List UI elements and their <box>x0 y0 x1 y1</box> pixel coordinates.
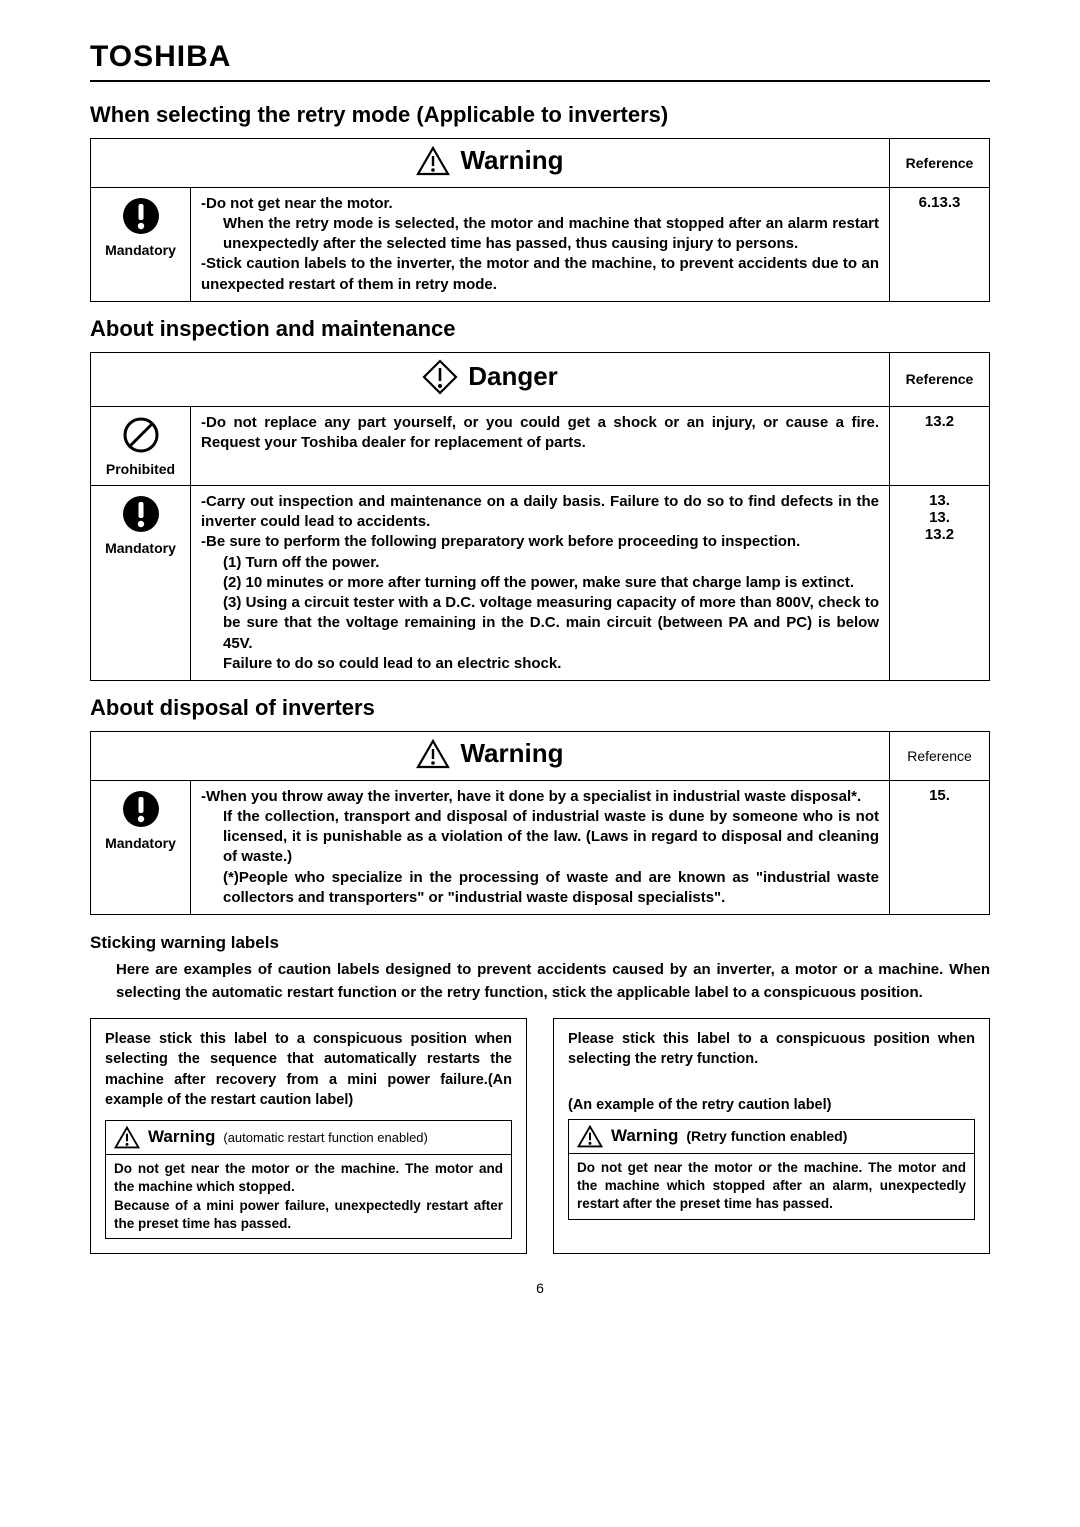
retry-icon-label: Mandatory <box>105 242 176 258</box>
inspect-ref3: 13.2 <box>894 526 985 543</box>
right-mini-hdr: Warning (Retry function enabled) <box>569 1120 975 1154</box>
retry-line1: -Do not get near the motor. <box>201 194 879 214</box>
inspect-l6: Failure to do so could lead to an electr… <box>201 654 879 674</box>
disposal-icon-label: Mandatory <box>105 835 176 851</box>
table-retry: Warning Reference Mandatory -Do not get … <box>90 138 990 302</box>
disposal-l2: If the collection, transport and disposa… <box>201 807 879 868</box>
retry-icon-cell: Mandatory <box>91 187 191 301</box>
danger-diamond-icon <box>422 359 458 395</box>
right-hdr-main: Warning <box>611 1125 678 1148</box>
inspect-mandatory-label: Mandatory <box>105 540 176 556</box>
retry-line3: -Stick caution labels to the inverter, t… <box>201 254 879 295</box>
disposal-ref: 15. <box>890 780 990 915</box>
inspect-row1-text: -Do not replace any part yourself, or yo… <box>201 413 879 454</box>
inspect-row2-ref: 13. 13. 13.2 <box>890 485 990 680</box>
left-hdr-sub: (automatic restart function enabled) <box>223 1129 428 1147</box>
disposal-ref-header: Reference <box>890 732 990 781</box>
labels-intro: Here are examples of caution labels desi… <box>116 959 990 1004</box>
inspect-ref1: 13. <box>894 492 985 509</box>
prohibited-icon <box>121 415 161 455</box>
prohibited-label: Prohibited <box>106 461 175 477</box>
section-title-inspect: About inspection and maintenance <box>90 316 990 342</box>
disposal-body: -When you throw away the inverter, have … <box>191 780 890 915</box>
mandatory-icon <box>121 196 161 236</box>
table-inspect: Danger Reference Prohibited -Do not repl… <box>90 352 990 681</box>
label-box-left: Please stick this label to a conspicuous… <box>90 1018 527 1254</box>
warning-triangle-icon <box>114 1126 140 1149</box>
inspect-row2-body: -Carry out inspection and maintenance on… <box>191 485 890 680</box>
right-mini-body: Do not get near the motor or the machine… <box>569 1154 975 1220</box>
left-mini-hdr: Warning (automatic restart function enab… <box>106 1121 512 1155</box>
retry-line2: When the retry mode is selected, the mot… <box>201 214 879 255</box>
page-number: 6 <box>90 1280 990 1296</box>
left-hdr-main: Warning <box>148 1126 215 1149</box>
section-title-retry: When selecting the retry mode (Applicabl… <box>90 102 990 128</box>
disposal-l3: (*)People who specialize in the processi… <box>201 868 879 909</box>
warning-triangle-icon <box>416 739 450 769</box>
mandatory-icon <box>121 789 161 829</box>
brand-logo: TOSHIBA <box>90 40 990 82</box>
disposal-header-cell: Warning <box>91 732 890 781</box>
inspect-l1: -Carry out inspection and maintenance on… <box>201 492 879 533</box>
inspect-l4: (2) 10 minutes or more after turning off… <box>201 573 879 593</box>
inspect-l5: (3) Using a circuit tester with a D.C. v… <box>201 593 879 654</box>
warning-triangle-icon <box>577 1125 603 1148</box>
section-title-disposal: About disposal of inverters <box>90 695 990 721</box>
disposal-header-text: Warning <box>460 738 563 769</box>
left-lead: Please stick this label to a conspicuous… <box>105 1029 512 1110</box>
inspect-header-text: Danger <box>468 361 558 392</box>
warning-triangle-icon <box>416 146 450 176</box>
right-mini-table: Warning (Retry function enabled) Do not … <box>568 1119 975 1220</box>
right-lead: Please stick this label to a conspicuous… <box>568 1029 975 1087</box>
right-example: (An example of the retry caution label) <box>568 1097 975 1113</box>
mandatory-icon <box>121 494 161 534</box>
inspect-ref-header: Reference <box>890 352 990 406</box>
retry-header-text: Warning <box>460 145 563 176</box>
disposal-icon-cell: Mandatory <box>91 780 191 915</box>
table-disposal: Warning Reference Mandatory -When you th… <box>90 731 990 915</box>
disposal-l1: -When you throw away the inverter, have … <box>201 787 879 807</box>
left-mini-body: Do not get near the motor or the machine… <box>106 1155 512 1239</box>
retry-header-cell: Warning <box>91 139 890 188</box>
inspect-ref2: 13. <box>894 509 985 526</box>
inspect-mandatory-cell: Mandatory <box>91 485 191 680</box>
left-mini-table: Warning (automatic restart function enab… <box>105 1120 512 1239</box>
inspect-row1-body: -Do not replace any part yourself, or yo… <box>191 406 890 485</box>
right-hdr-sub: (Retry function enabled) <box>686 1127 847 1146</box>
inspect-row1-ref: 13.2 <box>890 406 990 485</box>
inspect-l2: -Be sure to perform the following prepar… <box>201 532 879 552</box>
inspect-prohibited-cell: Prohibited <box>91 406 191 485</box>
inspect-header-cell: Danger <box>91 352 890 406</box>
retry-ref: 6.13.3 <box>890 187 990 301</box>
label-box-right: Please stick this label to a conspicuous… <box>553 1018 990 1254</box>
retry-ref-header: Reference <box>890 139 990 188</box>
label-boxes-row: Please stick this label to a conspicuous… <box>90 1018 990 1254</box>
labels-subtitle: Sticking warning labels <box>90 933 990 953</box>
inspect-l3: (1) Turn off the power. <box>201 553 879 573</box>
retry-body: -Do not get near the motor. When the ret… <box>191 187 890 301</box>
